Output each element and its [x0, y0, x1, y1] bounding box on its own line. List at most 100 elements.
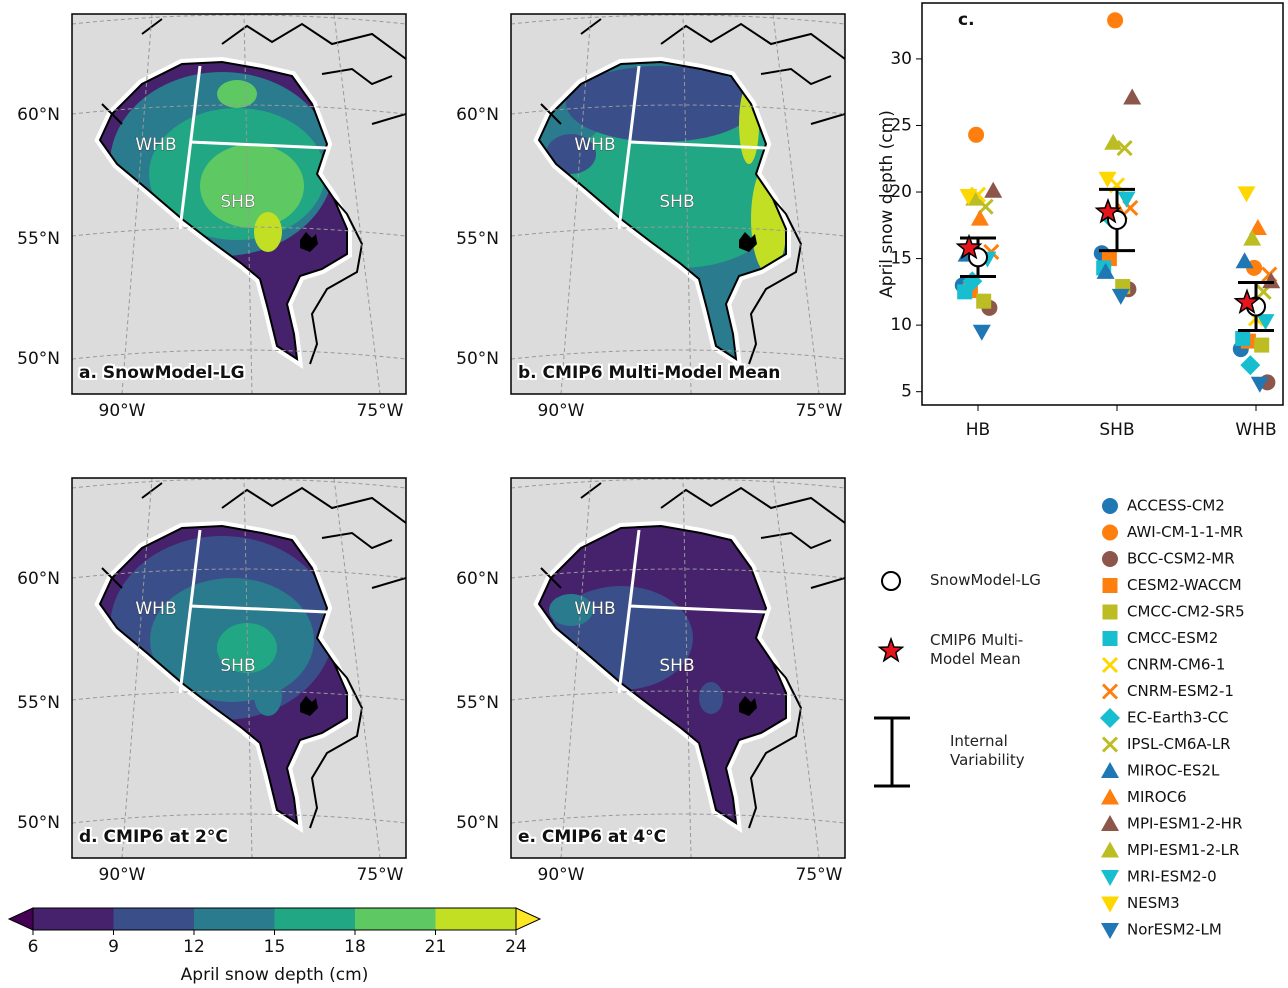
x-tick-label: HB — [966, 420, 990, 440]
legend-marker — [1102, 498, 1118, 514]
region-label: WHB — [135, 599, 176, 619]
colorbar-bin — [33, 908, 114, 930]
y-tick-label: 10 — [890, 315, 912, 335]
y-axis-label: April snow depth (cm) — [877, 110, 897, 298]
legend-marker — [882, 572, 900, 590]
legend-label: MPI-ESM1-2-LR — [1127, 841, 1239, 859]
scatter-point — [976, 294, 991, 309]
legend-label: CNRM-CM6-1 — [1127, 656, 1225, 674]
legend-label: NorESM2-LM — [1127, 921, 1222, 939]
panel-label: e. CMIP6 at 4°C — [518, 827, 666, 847]
colorbar-tick-label: 6 — [28, 937, 39, 957]
y-tick-label: 30 — [890, 49, 912, 69]
legend-label: IPSL-CM6A-LR — [1127, 735, 1231, 753]
y-tick-label: 20 — [890, 182, 912, 202]
colorbar-tick-label: 9 — [108, 937, 119, 957]
legend-marker — [1101, 815, 1119, 831]
legend-label: MIROC6 — [1127, 788, 1187, 806]
region-label: WHB — [574, 599, 615, 619]
legend-marker — [1103, 631, 1118, 646]
colorbar-bin — [275, 908, 356, 930]
legend-label: CMCC-CM2-SR5 — [1127, 603, 1245, 621]
scatter-point — [1099, 172, 1117, 188]
chart-title: c. — [958, 10, 975, 30]
legend-marker — [1100, 708, 1120, 728]
lon-label: 90°W — [538, 401, 585, 421]
legend-marker — [1101, 870, 1119, 886]
lon-label: 75°W — [357, 865, 404, 885]
panel-label: d. CMIP6 at 2°C — [79, 827, 228, 847]
legend-label: MRI-ESM2-0 — [1127, 868, 1217, 886]
x-tick-label: WHB — [1235, 420, 1276, 440]
colorbar-extend — [9, 908, 33, 930]
snow-contour — [254, 212, 282, 252]
scatter-point — [971, 210, 989, 226]
colorbar-tick-label: 21 — [425, 937, 447, 957]
legend-marker — [1103, 578, 1118, 593]
lat-label: 50°N — [456, 349, 499, 369]
legend-label: NESM3 — [1127, 894, 1180, 912]
legend-marker — [1101, 762, 1119, 778]
legend-label: Internal Variability — [950, 732, 1045, 770]
lon-label: 75°W — [796, 401, 843, 421]
region-label: WHB — [135, 135, 176, 155]
scatter-point — [968, 127, 984, 143]
lon-label: 90°W — [99, 401, 146, 421]
lon-label: 75°W — [796, 865, 843, 885]
snow-contour — [217, 80, 257, 108]
figure: WHBSHBa. SnowModel-LG60°N55°N50°N90°W75°… — [0, 0, 1288, 988]
region-label: SHB — [659, 192, 694, 212]
legend-label: CESM2-WACCM — [1127, 576, 1242, 594]
lat-label: 60°N — [17, 105, 60, 125]
region-label: SHB — [659, 656, 694, 676]
legend-label: CNRM-ESM2-1 — [1127, 682, 1234, 700]
figure-canvas: WHBSHBa. SnowModel-LG60°N55°N50°N90°W75°… — [0, 0, 1288, 988]
legend-marker — [1101, 842, 1119, 858]
scatter-point — [1107, 12, 1123, 28]
colorbar-extend — [516, 908, 540, 930]
colorbar-bin — [355, 908, 436, 930]
lat-label: 55°N — [17, 693, 60, 713]
snow-contour — [200, 144, 304, 228]
legend-marker — [880, 639, 903, 661]
colorbar-tick-label: 24 — [505, 937, 527, 957]
lat-label: 60°N — [456, 105, 499, 125]
scatter-point — [1240, 355, 1260, 375]
legend-marker — [1103, 658, 1117, 672]
lat-label: 50°N — [17, 813, 60, 833]
y-tick-label: 25 — [890, 115, 912, 135]
scatter-point — [1235, 331, 1250, 346]
legend-marker — [1101, 923, 1119, 939]
lat-label: 60°N — [456, 569, 499, 589]
map-panel: WHBSHBd. CMIP6 at 2°C60°N55°N50°N90°W75°… — [17, 478, 406, 885]
legend-label: CMCC-ESM2 — [1127, 629, 1218, 647]
colorbar-bin — [114, 908, 195, 930]
legend-marker — [1103, 685, 1117, 699]
legend-marker — [1103, 605, 1118, 620]
lat-label: 55°N — [456, 693, 499, 713]
legend-label: AWI-CM-1-1-MR — [1127, 523, 1243, 541]
colorbar-tick-label: 15 — [264, 937, 286, 957]
colorbar-label: April snow depth (cm) — [181, 965, 369, 985]
legend-label: EC-Earth3-CC — [1127, 709, 1229, 727]
legend-label: MPI-ESM1-2-HR — [1127, 815, 1242, 833]
scatter-point — [973, 325, 991, 341]
snow-contour — [699, 682, 723, 714]
colorbar-tick-label: 12 — [183, 937, 205, 957]
legend-label: BCC-CSM2-MR — [1127, 550, 1235, 568]
colorbar-bin — [436, 908, 517, 930]
x-tick-label: SHB — [1099, 420, 1134, 440]
lat-label: 55°N — [17, 229, 60, 249]
y-tick-label: 5 — [901, 382, 912, 402]
legend-marker — [1102, 525, 1118, 541]
scatter-point — [1123, 89, 1141, 105]
lat-label: 55°N — [456, 229, 499, 249]
lat-label: 50°N — [17, 349, 60, 369]
legend-marker — [1102, 551, 1118, 567]
legend-marker — [1101, 897, 1119, 913]
legend-label: SnowModel-LG — [930, 571, 1045, 590]
y-tick-label: 15 — [890, 249, 912, 269]
lat-label: 60°N — [17, 569, 60, 589]
colorbar-bin — [194, 908, 275, 930]
